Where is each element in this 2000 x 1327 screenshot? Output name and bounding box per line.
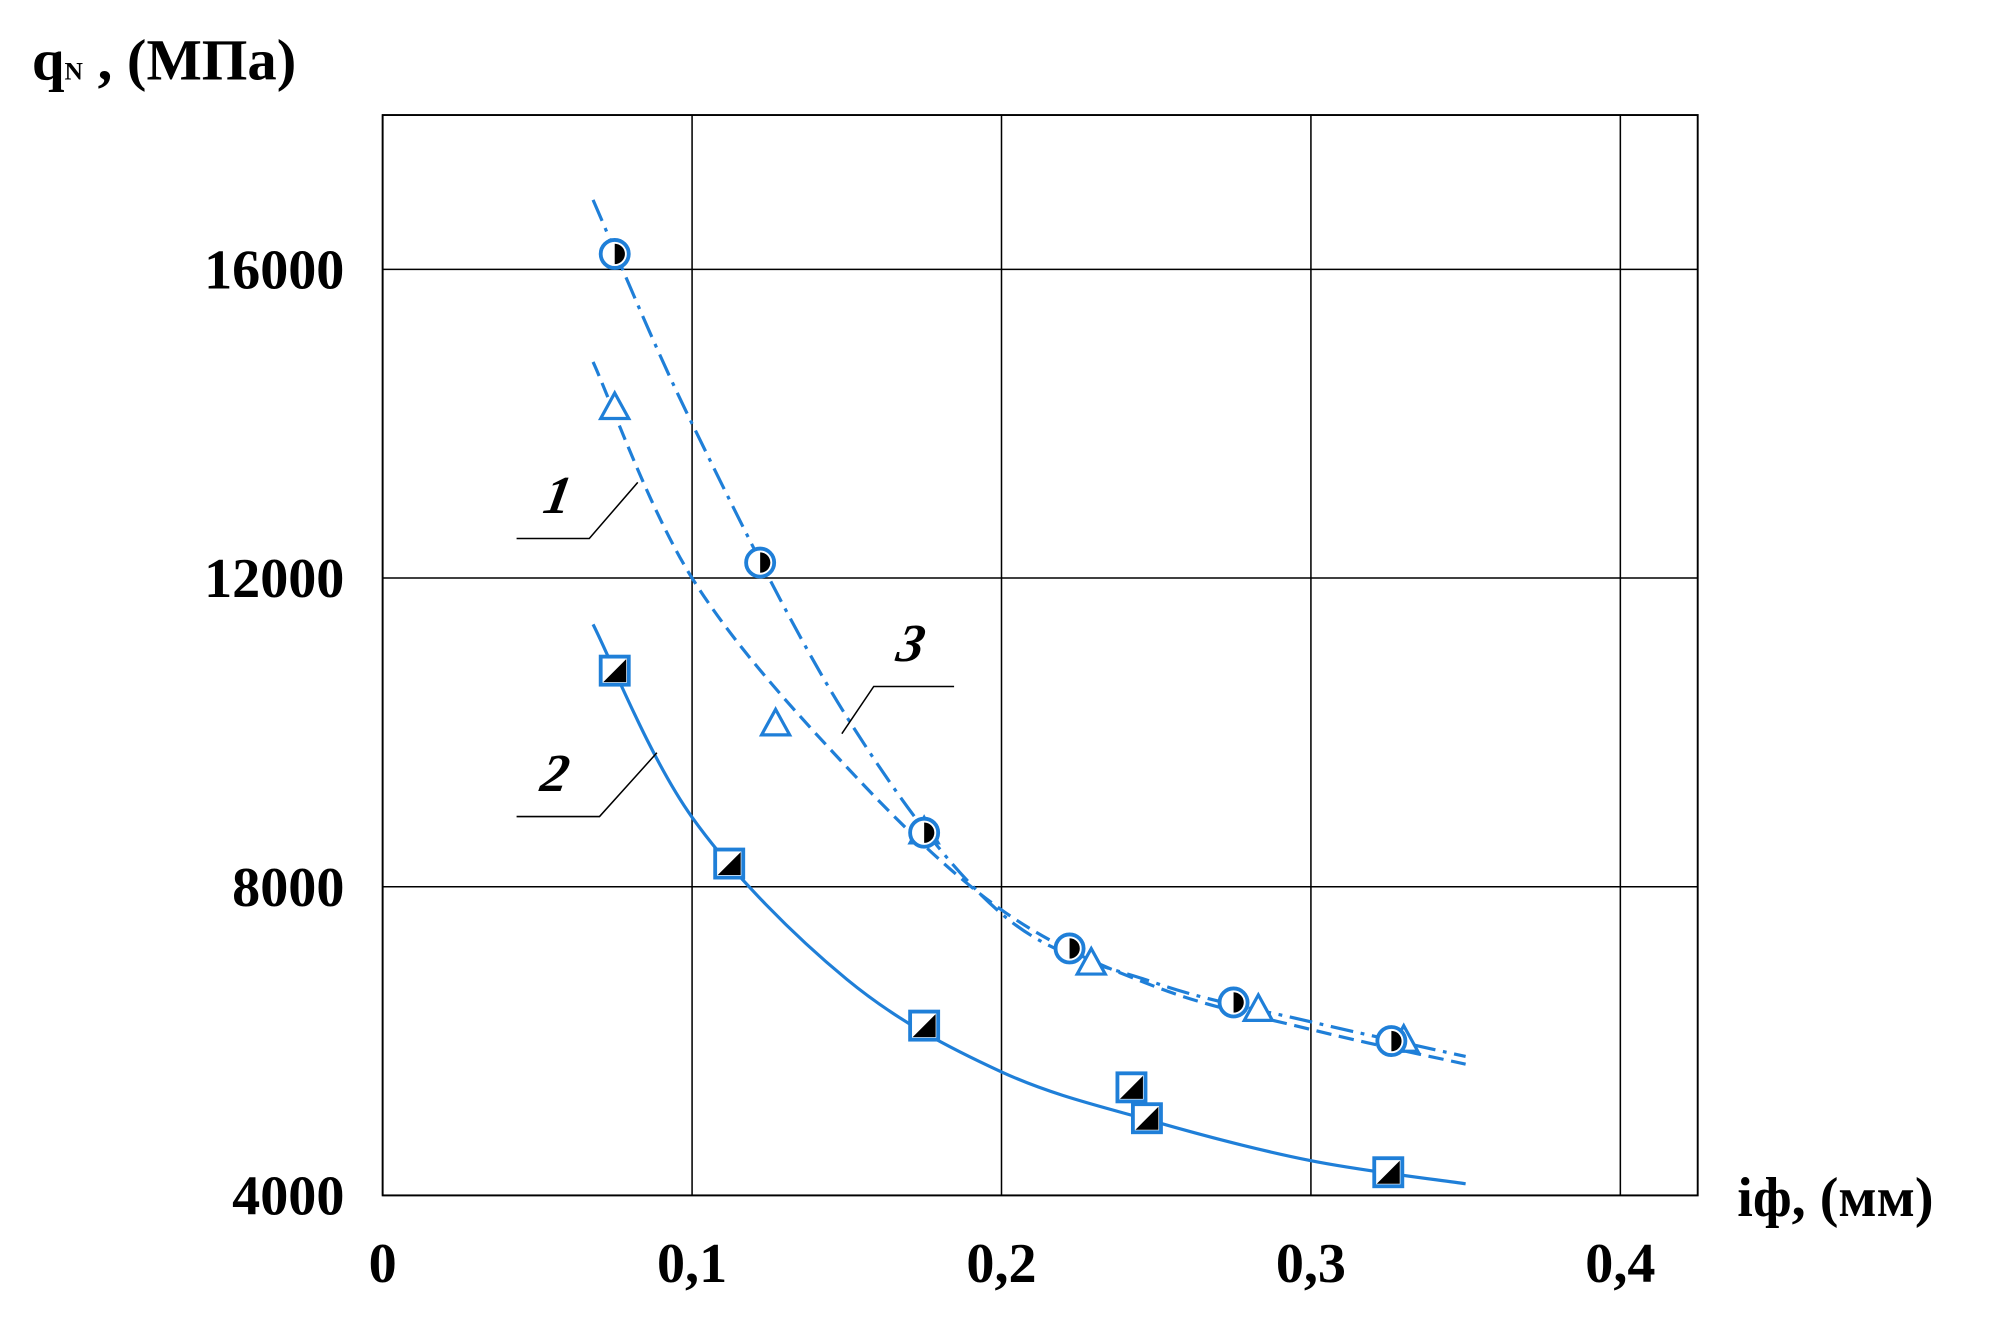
x-axis-label: iф, (мм) bbox=[1737, 1167, 1933, 1229]
marker bbox=[1372, 1156, 1405, 1189]
marker bbox=[908, 816, 941, 849]
marker-triangle bbox=[597, 389, 632, 421]
fit-curve bbox=[591, 623, 1466, 1186]
curve-label: 1 bbox=[539, 465, 576, 525]
marker bbox=[908, 1009, 941, 1042]
marker bbox=[1053, 932, 1086, 965]
marker-half bbox=[717, 852, 741, 876]
leader-line bbox=[841, 685, 955, 735]
marker bbox=[1074, 945, 1108, 976]
x-tick-label: 0,1 bbox=[657, 1233, 727, 1295]
marker bbox=[1115, 1071, 1148, 1104]
marker bbox=[1217, 986, 1250, 1019]
fit-curve bbox=[591, 199, 1466, 1059]
y-label-unit: , (МПа) bbox=[83, 27, 296, 92]
marker bbox=[1241, 991, 1276, 1022]
marker bbox=[1130, 1102, 1163, 1135]
y-tick-label: 12000 bbox=[204, 548, 344, 610]
y-axis-label: qN , (МПа) bbox=[32, 27, 296, 92]
x-tick-label: 0,3 bbox=[1276, 1233, 1346, 1295]
marker bbox=[598, 237, 631, 270]
marker bbox=[758, 706, 793, 737]
marker-half bbox=[1391, 1030, 1402, 1052]
marker bbox=[1375, 1025, 1408, 1057]
fit-curve bbox=[591, 361, 1466, 1066]
y-tick-label: 16000 bbox=[204, 239, 344, 301]
leader-line bbox=[516, 481, 639, 540]
y-tick-label: 8000 bbox=[232, 857, 344, 919]
marker-triangle bbox=[1074, 945, 1108, 976]
marker-triangle bbox=[1241, 991, 1276, 1022]
plot-frame bbox=[381, 114, 1699, 1197]
marker bbox=[713, 847, 746, 880]
curve-label: 3 bbox=[892, 613, 930, 673]
marker-half bbox=[1233, 992, 1244, 1013]
leader-line bbox=[516, 752, 658, 818]
x-tick-label: 0 bbox=[369, 1233, 397, 1295]
marker-half bbox=[924, 822, 935, 843]
marker bbox=[598, 654, 631, 687]
y-tick-label: 4000 bbox=[232, 1166, 344, 1228]
x-tick-label: 0,2 bbox=[966, 1233, 1036, 1295]
y-label-main: q bbox=[32, 27, 65, 92]
marker-half bbox=[760, 552, 771, 573]
curve-label: 2 bbox=[536, 743, 574, 803]
marker bbox=[744, 546, 777, 579]
x-tick-label: 0,4 bbox=[1585, 1233, 1655, 1295]
marker-half bbox=[614, 243, 625, 265]
marker-half bbox=[1069, 938, 1080, 959]
marker-triangle bbox=[758, 706, 793, 737]
marker-half bbox=[1376, 1160, 1400, 1184]
y-label-sub: N bbox=[65, 56, 84, 85]
marker bbox=[597, 389, 632, 421]
